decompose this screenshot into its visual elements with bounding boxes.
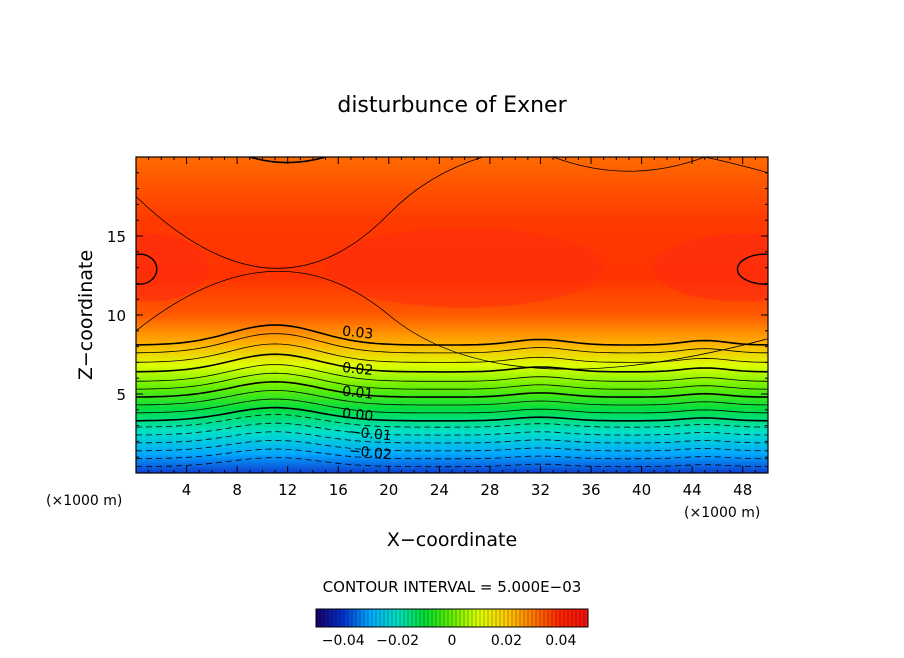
colorbar-tick-label: 0 <box>448 633 457 649</box>
x-axis-label: X−coordinate <box>387 529 517 551</box>
contour-label: 0.03 <box>341 324 374 343</box>
y-axis-label: Z−coordinate <box>75 250 97 380</box>
x-tick-label: 48 <box>733 481 752 499</box>
x-tick-label: 24 <box>430 481 449 499</box>
field-features <box>136 227 768 308</box>
contour-line <box>136 364 768 382</box>
contour-lines <box>136 157 768 468</box>
axis-ticks <box>136 157 768 473</box>
x-tick-label: 40 <box>632 481 651 499</box>
x-unit-right: (×1000 m) <box>684 505 760 521</box>
x-tick-label: 12 <box>278 481 297 499</box>
contour-line <box>136 324 768 346</box>
x-tick-label: 4 <box>182 481 192 499</box>
contour-ring <box>136 253 158 285</box>
y-tick-label: 5 <box>116 386 126 404</box>
contour-line <box>136 398 768 414</box>
y-tick-labels: 5 10 15 <box>107 228 126 404</box>
x-tick-label: 8 <box>232 481 242 499</box>
x-unit-left: (×1000 m) <box>46 493 122 509</box>
colorbar-stripes <box>319 609 585 627</box>
contour-line <box>136 157 768 269</box>
contour-line <box>136 414 768 428</box>
contour-label: −0.01 <box>348 424 392 444</box>
y-tick-label: 10 <box>107 307 126 325</box>
x-tick-label: 44 <box>683 481 702 499</box>
x-tick-label: 28 <box>480 481 499 499</box>
contour-label: 0.00 <box>341 406 374 425</box>
y-tick-label: 15 <box>107 228 126 246</box>
contour-label: 0.01 <box>341 384 374 403</box>
contour-interval-text: CONTOUR INTERVAL = 5.000E−03 <box>323 578 582 596</box>
contour-line <box>552 157 705 172</box>
high-region <box>324 227 605 308</box>
colorbar-tick-labels: −0.04 −0.02 0 0.02 0.04 <box>322 633 577 649</box>
contour-line <box>136 389 768 406</box>
contour-label: 0.02 <box>341 360 374 379</box>
chart-title: disturbunce of Exner <box>337 93 567 118</box>
colorbar: −0.04 −0.02 0 0.02 0.04 <box>315 608 589 649</box>
colorbar-frame <box>315 608 589 628</box>
x-tick-labels: 4 8 12 16 20 24 28 32 36 40 44 48 <box>182 481 752 499</box>
contour-ring <box>736 253 768 285</box>
colorbar-tick-label: 0.02 <box>491 633 522 649</box>
x-tick-label: 20 <box>379 481 398 499</box>
colorbar-tick-label: −0.04 <box>322 633 365 649</box>
contour-line <box>136 380 768 398</box>
colorbar-tick-label: −0.02 <box>376 633 419 649</box>
contour-line <box>136 353 768 373</box>
high-region <box>652 233 768 302</box>
x-tick-label: 36 <box>581 481 600 499</box>
contour-line <box>136 422 768 436</box>
contour-line <box>136 457 768 468</box>
contour-line <box>136 439 768 452</box>
colorbar-tick-label: 0.04 <box>545 633 576 649</box>
x-tick-label: 16 <box>329 481 348 499</box>
high-region <box>136 233 209 302</box>
contour-line <box>136 372 768 390</box>
x-tick-label: 32 <box>531 481 550 499</box>
contour-line <box>136 270 768 370</box>
contour-line <box>136 406 768 422</box>
contour-line <box>136 431 768 444</box>
contour-labels: 0.03 0.02 0.01 0.00−0.01−0.02 <box>341 324 392 464</box>
contour-line <box>136 333 768 354</box>
field-background <box>136 157 768 473</box>
contour-label: −0.02 <box>348 443 392 463</box>
contour-line <box>136 448 768 460</box>
plot-area: 0.03 0.02 0.01 0.00−0.01−0.02 <box>135 156 769 474</box>
